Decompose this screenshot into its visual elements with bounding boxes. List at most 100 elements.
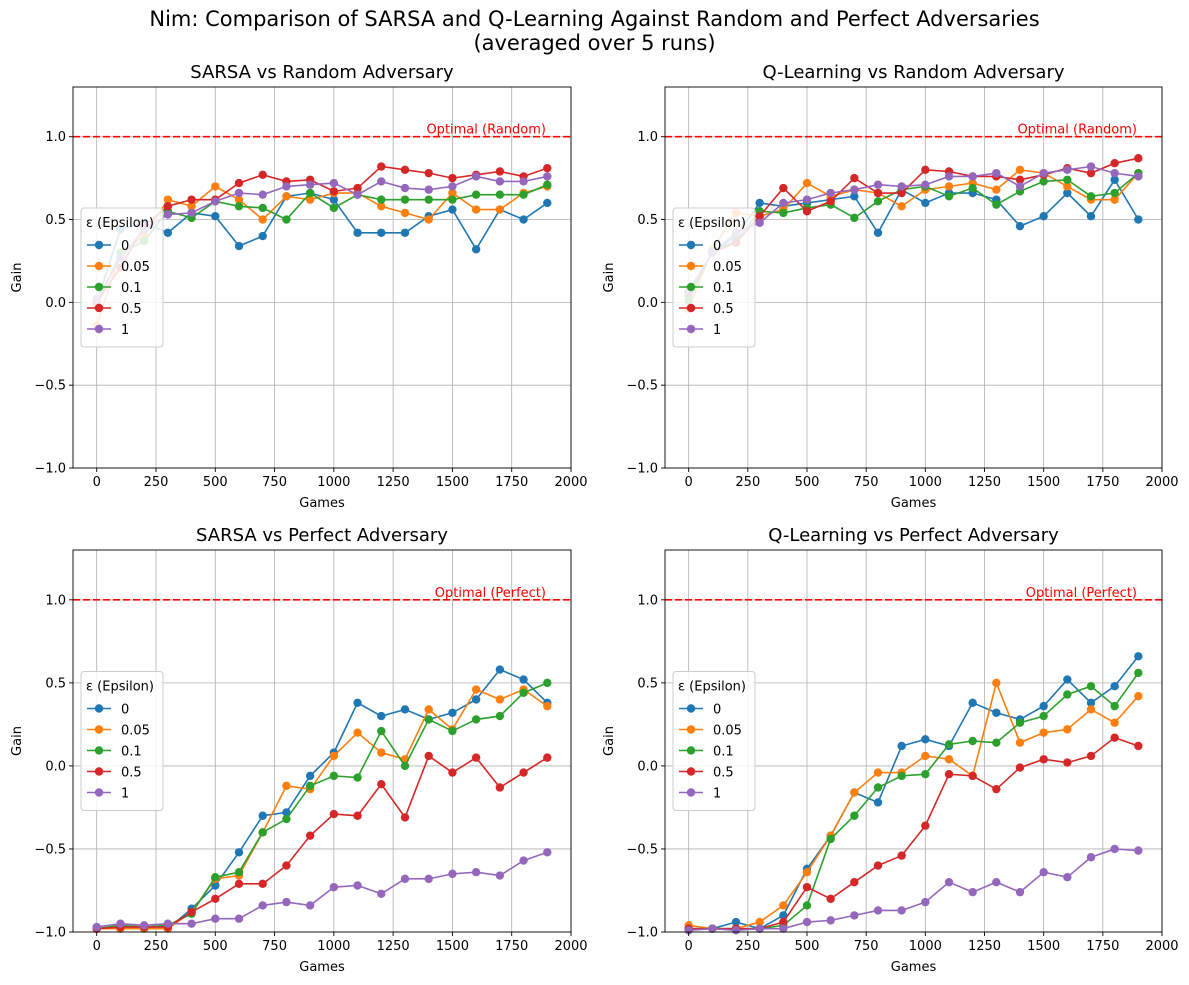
data-point bbox=[873, 906, 883, 915]
data-point bbox=[992, 784, 1001, 794]
data-point bbox=[471, 190, 481, 199]
legend-entry-label: 0.05 bbox=[121, 724, 150, 739]
data-point bbox=[211, 894, 220, 903]
data-point bbox=[921, 735, 930, 744]
optimal-label: Optimal (Random) bbox=[426, 123, 546, 138]
x-tick-label: 1500 bbox=[436, 475, 469, 490]
data-point bbox=[968, 736, 977, 746]
y-tick-label: −0.5 bbox=[626, 379, 658, 394]
legend-title: ε (Epsilon) bbox=[86, 680, 154, 695]
data-point bbox=[1134, 846, 1143, 855]
subplot-title: SARSA vs Random Adversary bbox=[190, 62, 454, 83]
data-point bbox=[1086, 168, 1096, 178]
data-point bbox=[400, 813, 410, 822]
data-point bbox=[471, 245, 481, 254]
data-point bbox=[897, 851, 906, 860]
data-point bbox=[329, 195, 339, 204]
axes-frame bbox=[72, 549, 572, 933]
subplot-3: Optimal (Perfect) 0 250 500 750 1000 1250 1500 1… bbox=[10, 525, 588, 975]
x-tick-label: 1500 bbox=[436, 939, 469, 954]
y-tick-label: 0.0 bbox=[637, 759, 658, 774]
data-point bbox=[755, 924, 764, 933]
data-point bbox=[1134, 741, 1143, 751]
data-point bbox=[1039, 755, 1048, 764]
data-point bbox=[921, 751, 930, 761]
legend-swatch-marker bbox=[686, 746, 696, 755]
data-point bbox=[779, 183, 788, 193]
legend-swatch-marker bbox=[94, 746, 104, 755]
data-point bbox=[282, 182, 291, 191]
data-point bbox=[826, 188, 835, 198]
subplot-title: Q-Learning vs Perfect Adversary bbox=[768, 525, 1059, 546]
x-tick-label: 750 bbox=[854, 475, 879, 490]
data-point bbox=[305, 188, 315, 198]
data-point bbox=[992, 185, 1001, 194]
data-point bbox=[424, 168, 433, 178]
legend-entry-label: 1 bbox=[121, 323, 129, 338]
y-tick-label: −0.5 bbox=[34, 379, 66, 394]
data-point bbox=[1039, 701, 1048, 711]
data-point bbox=[873, 861, 883, 870]
data-point bbox=[1110, 718, 1119, 727]
x-axis-label: Games bbox=[891, 960, 937, 975]
data-point bbox=[329, 751, 339, 761]
legend-swatch-marker bbox=[686, 767, 696, 776]
data-point bbox=[1039, 728, 1048, 737]
data-point bbox=[139, 921, 149, 930]
data-point bbox=[968, 183, 977, 193]
x-tick-label: 1250 bbox=[377, 475, 410, 490]
data-point bbox=[992, 738, 1001, 747]
data-point bbox=[377, 711, 386, 721]
y-tick-label: 1.0 bbox=[45, 593, 66, 608]
data-point bbox=[377, 195, 386, 204]
y-axis-label: Gain bbox=[10, 726, 25, 756]
x-tick-label: 250 bbox=[735, 939, 760, 954]
data-point bbox=[448, 726, 457, 736]
legend-entry-label: 0.05 bbox=[713, 260, 742, 275]
data-point bbox=[731, 926, 741, 935]
data-point bbox=[495, 783, 505, 792]
data-point bbox=[163, 202, 173, 211]
data-point bbox=[234, 202, 244, 211]
data-point bbox=[1063, 165, 1072, 175]
y-tick-label: 1.0 bbox=[637, 593, 658, 608]
legend-entry-label: 0 bbox=[121, 239, 129, 254]
y-tick-label: 0.5 bbox=[45, 213, 66, 228]
data-point bbox=[921, 821, 930, 830]
data-point bbox=[543, 701, 552, 711]
data-point bbox=[779, 901, 788, 910]
legend-entry-label: 0.1 bbox=[713, 745, 734, 760]
data-point bbox=[353, 811, 362, 820]
data-point bbox=[1086, 192, 1096, 201]
data-point bbox=[968, 887, 977, 897]
x-tick-label: 1750 bbox=[1086, 475, 1119, 490]
data-point bbox=[543, 678, 552, 688]
legend-entry-label: 0.5 bbox=[121, 302, 142, 317]
data-point bbox=[1134, 652, 1143, 661]
data-point bbox=[377, 779, 386, 789]
data-point bbox=[779, 198, 788, 208]
data-point bbox=[234, 914, 244, 923]
legend-entry-label: 0.1 bbox=[121, 281, 142, 296]
optimal-label: Optimal (Random) bbox=[1017, 123, 1137, 138]
y-tick-label: −1.0 bbox=[626, 926, 658, 941]
legend-swatch-marker bbox=[94, 767, 104, 776]
x-tick-label: 0 bbox=[93, 939, 101, 954]
axes-frame bbox=[664, 86, 1163, 469]
data-point bbox=[448, 205, 457, 214]
data-point bbox=[329, 178, 339, 188]
data-point bbox=[305, 180, 315, 189]
data-point bbox=[850, 911, 859, 920]
data-point bbox=[873, 768, 883, 777]
data-point bbox=[1039, 212, 1048, 221]
data-point bbox=[234, 195, 244, 204]
data-point bbox=[944, 740, 954, 749]
data-point bbox=[471, 868, 481, 877]
data-point bbox=[992, 708, 1001, 717]
data-point bbox=[211, 914, 220, 923]
x-tick-label: 1750 bbox=[495, 475, 528, 490]
figure-title-line1: Nim: Comparison of SARSA and Q-Learning … bbox=[149, 7, 1039, 31]
optimal-label: Optimal (Perfect) bbox=[1026, 586, 1137, 601]
subplot-4: Optimal (Perfect) 0 250 500 750 1000 1250 1500 1… bbox=[602, 525, 1179, 975]
data-point bbox=[377, 177, 386, 186]
